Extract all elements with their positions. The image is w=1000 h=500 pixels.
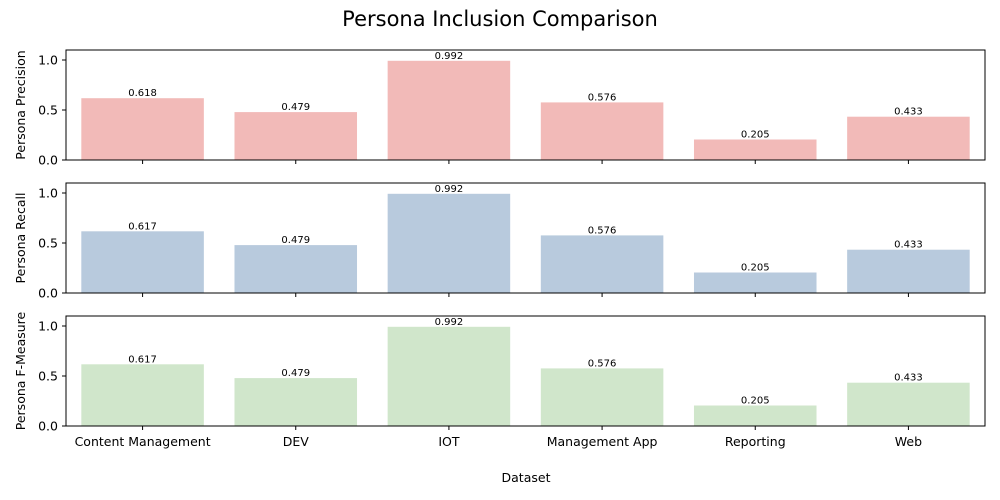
data-label: 0.205: [741, 396, 770, 407]
bar: [540, 235, 664, 293]
data-label: 0.205: [741, 263, 770, 274]
bar: [693, 139, 817, 160]
y-tick-label: 1.0: [38, 186, 58, 201]
x-tick-label: Content Management: [75, 434, 211, 449]
y-tick-label: 0.5: [38, 369, 58, 384]
x-axis-label: Dataset: [502, 470, 551, 485]
panel-3: 0.617 0.479 0.992 0.576 0.205 0.433 0.0 0.5 1.0 P…: [13, 311, 986, 449]
y-tick-label: 1.0: [38, 53, 58, 68]
bar: [693, 272, 817, 293]
bar: [847, 116, 970, 160]
y-axis-label: Persona Precision: [13, 50, 28, 159]
y-axis-label: Persona Recall: [13, 193, 28, 284]
chart-title: Persona Inclusion Comparison: [342, 7, 658, 31]
data-label: 0.205: [741, 130, 770, 141]
plot-frame: [65, 182, 986, 294]
y-tick-label: 0.0: [38, 419, 58, 434]
data-label: 0.992: [435, 317, 464, 328]
y-tick-label: 1.0: [38, 319, 58, 334]
data-label: 0.992: [435, 51, 464, 62]
bar: [847, 249, 970, 293]
x-tick-label: Reporting: [725, 434, 786, 449]
bar: [81, 231, 204, 293]
bar: [81, 364, 204, 426]
data-label: 0.576: [588, 225, 617, 236]
y-axis-label: Persona F-Measure: [13, 311, 28, 430]
x-tick-label: Management App: [547, 434, 658, 449]
data-label: 0.617: [128, 354, 157, 365]
data-label: 0.992: [435, 184, 464, 195]
y-tick-label: 0.5: [38, 236, 58, 251]
plot-frame: [65, 315, 986, 427]
bar: [847, 382, 970, 426]
y-tick-label: 0.5: [38, 103, 58, 118]
y-tick-label: 0.0: [38, 153, 58, 168]
bar: [81, 98, 204, 160]
data-label: 0.479: [281, 102, 310, 113]
data-label: 0.617: [128, 221, 157, 232]
panel-1: 0.618 0.479 0.992 0.576 0.205 0.433 0.0 0.5 1.0 P…: [13, 49, 986, 168]
bar: [234, 112, 358, 160]
data-label: 0.479: [281, 368, 310, 379]
x-tick-label: DEV: [283, 434, 310, 449]
bar: [387, 193, 511, 293]
panels: 0.618 0.479 0.992 0.576 0.205 0.433 0.0 0.5 1.0 P…: [13, 49, 986, 449]
bar: [387, 326, 511, 426]
bar: [540, 102, 664, 160]
data-label: 0.576: [588, 92, 617, 103]
plot-frame: [65, 49, 986, 161]
data-label: 0.433: [894, 107, 923, 118]
data-label: 0.576: [588, 358, 617, 369]
bar: [387, 60, 511, 160]
bar: [693, 405, 817, 426]
bar: [540, 368, 664, 426]
x-tick-label: Web: [895, 434, 922, 449]
data-label: 0.479: [281, 235, 310, 246]
data-label: 0.618: [128, 88, 157, 99]
bar: [234, 378, 358, 426]
data-label: 0.433: [894, 373, 923, 384]
data-label: 0.433: [894, 240, 923, 251]
panel-2: 0.617 0.479 0.992 0.576 0.205 0.433 0.0 0.5 1.0 P…: [13, 182, 986, 301]
x-tick-label: IOT: [438, 434, 460, 449]
y-tick-label: 0.0: [38, 286, 58, 301]
bar: [234, 245, 358, 293]
